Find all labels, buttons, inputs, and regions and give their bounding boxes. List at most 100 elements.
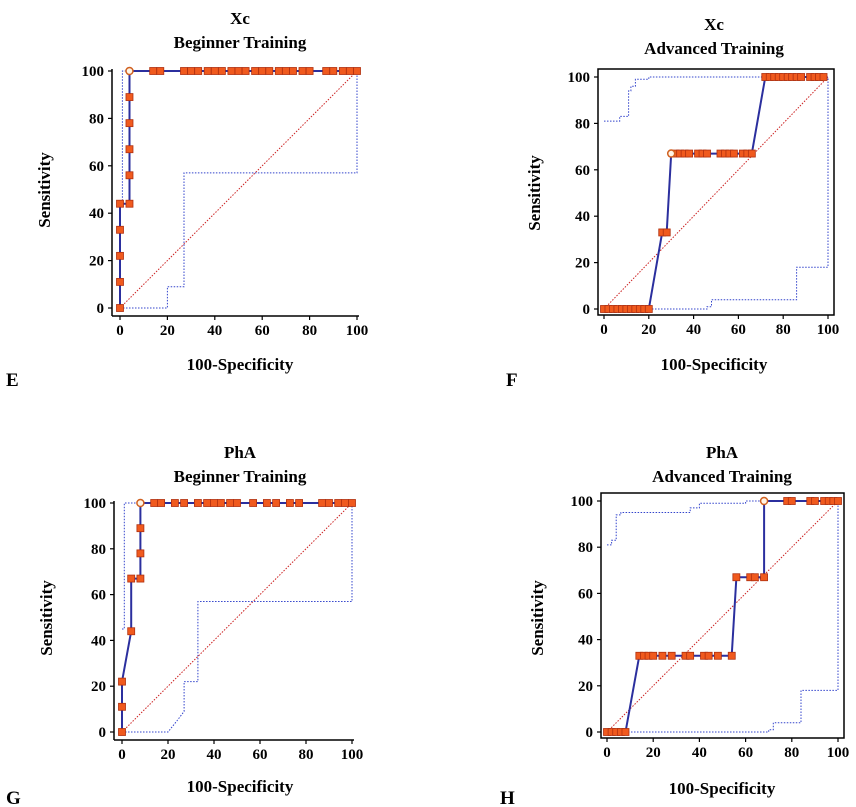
panel-e-y-tick-label-40: 40 [89, 206, 104, 222]
panel-e-title-line2: Beginner Training [174, 33, 307, 52]
panel-g-roc-point-16 [226, 499, 235, 507]
panel-e-roc-point-4 [116, 199, 124, 208]
panel-h-x-tick-label-100: 100 [827, 745, 850, 761]
panel-g-y-tick-label-100: 100 [84, 496, 107, 512]
panel-e-y-tick-label-100: 100 [82, 64, 105, 80]
panel-h-y-tick-label-80: 80 [578, 540, 593, 556]
panel-g-y-tick-label-40: 40 [91, 633, 106, 649]
panel-g-pha-beginner: PhA Beginner Training 100-Specificity Se… [6, 443, 363, 807]
panel-h-frame [600, 492, 845, 739]
panel-e-x-tick-label-60: 60 [255, 323, 270, 339]
panel-h-roc-point-22 [787, 497, 796, 505]
panel-e-roc-point-17 [218, 67, 226, 75]
panel-h-roc-point-14 [704, 651, 713, 660]
panel-h-cutoff-point [759, 496, 769, 506]
panel-h-roc-point-28 [834, 497, 842, 505]
panel-e-roc-point-23 [265, 67, 274, 75]
panel-e-roc-point-21 [251, 67, 259, 75]
panel-e-roc-point-27 [298, 67, 307, 75]
panel-f-roc-point-16 [685, 149, 694, 158]
panel-e-roc-point-28 [305, 67, 314, 75]
panel-g-roc-point-6 [136, 549, 145, 558]
panel-g-roc-point-17 [233, 499, 241, 507]
panel-e-x-tick-label-20: 20 [160, 323, 175, 339]
panel-h-x-tick-label-20: 20 [646, 745, 661, 761]
panel-e-xc-beginner: Xc Beginner Training 100-Specificity Sen… [6, 9, 368, 391]
panel-e-roc-point-24 [274, 67, 283, 75]
panel-h-roc-point-15 [713, 651, 722, 660]
panel-g-roc-point-0 [118, 728, 126, 736]
panel-g-title-line2: Beginner Training [174, 467, 307, 486]
panel-e-roc-point-25 [281, 67, 290, 75]
panel-g-y-tick-label-80: 80 [91, 542, 106, 558]
panel-g-roc-point-21 [285, 499, 294, 507]
panel-h-ci-lower [607, 501, 839, 733]
panel-h-pha-advanced: PhA Advanced Training 100-Specificity Se… [500, 443, 849, 807]
panel-f-y-tick-label-80: 80 [575, 116, 590, 132]
panel-h-roc-point-20 [760, 573, 768, 582]
panel-e-roc-point-1 [116, 278, 124, 286]
panel-f-roc-point-35 [797, 73, 806, 81]
panel-h-x-tick-label-80: 80 [784, 745, 799, 761]
panel-h-x-tick-label-60: 60 [738, 745, 753, 761]
panel-e-y-tick-label-20: 20 [89, 254, 104, 270]
panel-g-roc-point-8 [150, 499, 159, 507]
panel-h-y-axis-label: Sensitivity [528, 580, 547, 656]
panel-e-y-tick-label-0: 0 [97, 301, 105, 317]
panel-g-roc-point-3 [127, 627, 136, 636]
panel-g-roc-point-11 [180, 499, 189, 507]
panel-e-roc-point-5 [125, 199, 134, 208]
panel-g-y-axis-label: Sensitivity [37, 580, 56, 656]
panel-e-roc-point-31 [338, 67, 347, 75]
panel-e-x-tick-label-0: 0 [116, 323, 124, 339]
panel-g-reference-diagonal [121, 502, 353, 733]
panel-g-x-tick-label-20: 20 [161, 747, 176, 763]
panel-e-roc-point-6 [125, 171, 134, 180]
panel-e-roc-point-10 [149, 67, 158, 75]
panel-h-roc-point-16 [727, 651, 736, 660]
panel-e-roc-point-15 [203, 67, 212, 75]
panel-e-roc-point-22 [258, 67, 267, 75]
panel-f-y-tick-label-60: 60 [575, 163, 590, 179]
panel-h-letter: H [500, 788, 515, 807]
panel-f-letter: F [506, 370, 518, 391]
panel-e-y-tick-label-60: 60 [89, 159, 104, 175]
panel-e-roc-point-26 [289, 67, 297, 75]
panel-e-letter: E [6, 370, 19, 391]
panel-e-roc-point-3 [116, 225, 124, 234]
panel-g-letter: G [6, 788, 21, 807]
panel-g-x-axis-label: 100-Specificity [187, 777, 294, 796]
panel-f-ci-upper [604, 76, 828, 122]
panel-e-roc-point-33 [353, 67, 361, 75]
panel-g-ci-upper [122, 502, 352, 630]
panel-g-roc-point-13 [203, 499, 212, 507]
panel-g-roc-point-19 [262, 499, 271, 507]
panel-h-y-tick-label-0: 0 [586, 725, 594, 741]
panel-g-roc-point-25 [334, 499, 343, 507]
panel-g-roc-point-22 [295, 499, 304, 507]
panel-e-roc-point-11 [156, 67, 165, 75]
panel-f-y-tick-label-20: 20 [575, 256, 590, 272]
panel-g-roc-point-27 [348, 499, 356, 507]
panel-f-y-tick-label-0: 0 [583, 302, 591, 318]
panel-e-x-tick-label-80: 80 [302, 323, 317, 339]
panel-h-roc-point-9 [658, 651, 667, 660]
panel-e-roc-point-0 [116, 304, 124, 312]
panel-h-roc-point-12 [686, 651, 695, 660]
panel-g-x-tick-label-100: 100 [341, 747, 364, 763]
panel-e-reference-diagonal [119, 70, 358, 309]
panel-f-x-axis-label: 100-Specificity [661, 355, 768, 374]
panel-f-x-tick-label-80: 80 [776, 322, 791, 338]
panel-f-y-tick-label-40: 40 [575, 209, 590, 225]
panel-g-x-tick-label-80: 80 [299, 747, 314, 763]
panel-g-roc-point-4 [127, 574, 136, 583]
panel-e-roc-point-32 [345, 67, 354, 75]
panel-f-roc-point-12 [662, 228, 671, 237]
panel-e-roc-point-19 [234, 67, 243, 75]
panel-e-roc-point-29 [322, 67, 331, 75]
panel-g-roc-point-10 [170, 499, 179, 507]
panel-g-y-tick-label-60: 60 [91, 588, 106, 604]
panel-f-title-line1: Xc [704, 15, 724, 34]
panel-f-roc-point-10 [644, 305, 653, 313]
